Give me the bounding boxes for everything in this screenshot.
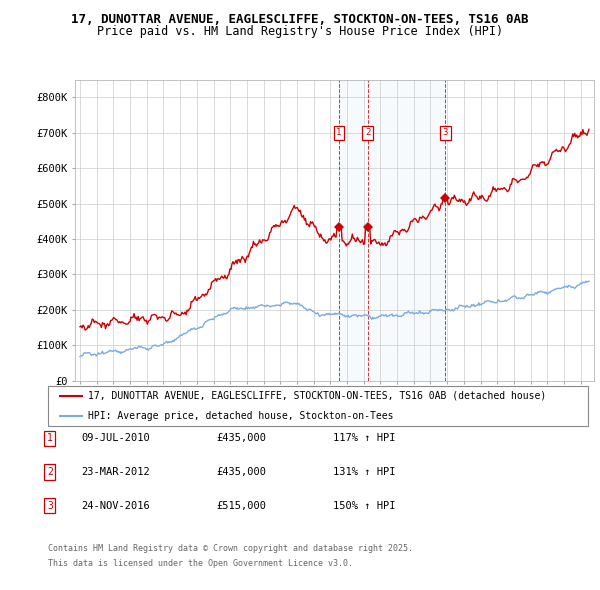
Text: This data is licensed under the Open Government Licence v3.0.: This data is licensed under the Open Gov… [48, 559, 353, 568]
Bar [339, 80, 445, 381]
Text: 3: 3 [443, 128, 448, 137]
Text: 17, DUNOTTAR AVENUE, EAGLESCLIFFE, STOCKTON-ON-TEES, TS16 0AB: 17, DUNOTTAR AVENUE, EAGLESCLIFFE, STOCK… [71, 13, 529, 26]
Text: 131% ↑ HPI: 131% ↑ HPI [333, 467, 395, 477]
Text: Price paid vs. HM Land Registry's House Price Index (HPI): Price paid vs. HM Land Registry's House … [97, 25, 503, 38]
Text: 24-NOV-2016: 24-NOV-2016 [81, 501, 150, 510]
Text: 23-MAR-2012: 23-MAR-2012 [81, 467, 150, 477]
Text: 2: 2 [47, 467, 53, 477]
FancyBboxPatch shape [48, 386, 588, 426]
Text: 150% ↑ HPI: 150% ↑ HPI [333, 501, 395, 510]
Text: 09-JUL-2010: 09-JUL-2010 [81, 434, 150, 443]
Text: 117% ↑ HPI: 117% ↑ HPI [333, 434, 395, 443]
Text: 3: 3 [47, 501, 53, 510]
Text: Contains HM Land Registry data © Crown copyright and database right 2025.: Contains HM Land Registry data © Crown c… [48, 545, 413, 553]
Text: 1: 1 [47, 434, 53, 443]
Text: 1: 1 [337, 128, 341, 137]
Text: £435,000: £435,000 [216, 434, 266, 443]
Text: £515,000: £515,000 [216, 501, 266, 510]
Text: HPI: Average price, detached house, Stockton-on-Tees: HPI: Average price, detached house, Stoc… [89, 411, 394, 421]
Text: 17, DUNOTTAR AVENUE, EAGLESCLIFFE, STOCKTON-ON-TEES, TS16 0AB (detached house): 17, DUNOTTAR AVENUE, EAGLESCLIFFE, STOCK… [89, 391, 547, 401]
Text: £435,000: £435,000 [216, 467, 266, 477]
Text: 2: 2 [365, 128, 370, 137]
